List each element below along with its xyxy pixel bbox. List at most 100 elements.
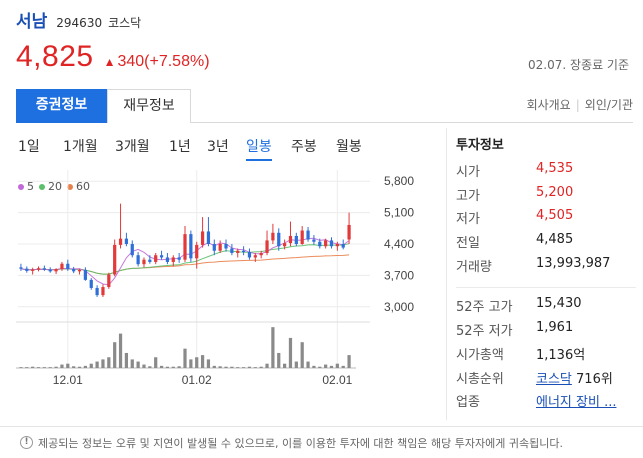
info-separator [456,287,636,289]
x-tick-label: 12.01 [53,373,83,387]
legend-ma5: 5 [18,180,34,193]
candle-body [253,255,257,258]
volume-bar [224,366,228,368]
info-label: 전일 [456,236,480,252]
rank-value: 716위 [576,371,613,387]
candle-body [19,267,23,269]
volume-bar [312,365,316,368]
legend-ma5-label: 5 [27,180,34,193]
volume-bar [271,327,275,368]
candle-body [335,244,339,247]
period-monthly[interactable]: 월봉 [336,139,362,155]
candle-body [165,257,170,262]
candle-body [277,232,281,247]
volume-bar [89,363,93,368]
volume-bar [324,364,328,368]
volume-bar [148,366,152,368]
volume-bar [329,365,334,368]
legend-ma20: 20 [39,180,62,193]
info-row-low: 저가 4,505 [456,208,636,232]
info-value: 1,136억 [536,347,586,363]
volume-bar [318,366,322,368]
volume-bar [130,359,134,368]
foreign-institution-link[interactable]: 외인/기관 [584,98,633,112]
warning-icon: ! [20,436,33,449]
sector-link[interactable]: 에너지 장비 ... [536,395,617,411]
candle-body [89,279,93,288]
candle-body [48,269,52,272]
volume-bar [42,367,46,368]
volume-bar [36,367,41,368]
info-value: 5,200 [536,184,574,200]
candle-body [36,268,41,270]
info-value: 4,505 [536,208,574,224]
candle-body [177,257,181,260]
candle-body [148,259,152,262]
volume-bar [218,366,222,368]
candle-body [136,255,140,265]
period-3m[interactable]: 3개월 [115,139,150,155]
volume-bar [306,361,310,368]
investment-info-panel: 투자정보 시가 4,535 고가 5,200 저가 4,505 전일 4,485… [456,134,636,415]
volume-bar [236,367,240,368]
tab-financial-info[interactable]: 재무정보 [107,89,191,123]
candle-body [230,248,234,253]
volume-bar [72,366,76,368]
period-weekly[interactable]: 주봉 [291,139,317,155]
period-daily[interactable]: 일봉 [246,136,272,161]
y-tick-label: 3,000 [384,300,414,314]
candle-body [77,270,82,272]
info-label: 52주 고가 [456,300,513,316]
volume-bar [247,366,252,368]
volume-bar [265,363,269,368]
candle-body [300,230,304,244]
rank-market-link[interactable]: 코스닥 [536,371,572,387]
volume-bar [136,361,140,368]
stock-market: 코스닥 [108,16,142,30]
tab-securities-info[interactable]: 증권정보 [16,89,107,123]
volume-bar [48,367,52,368]
tab-bar: 증권정보 재무정보 회사개요 | 외인/기관 [16,89,633,123]
period-3y[interactable]: 3년 [207,139,229,155]
volume-bar [294,361,298,368]
volume-bar [31,366,35,368]
company-overview-link[interactable]: 회사개요 [526,98,571,112]
link-separator: | [575,98,580,112]
current-price: 4,825 [16,40,94,73]
legend-ma60-label: 60 [76,180,90,193]
y-tick-label: 3,700 [384,268,414,282]
candlestick-chart[interactable]: 5,800 5,100 4,400 3,700 3,000 12.01 01.02 02.01 [0,170,446,392]
candle-body [341,244,345,248]
volume-bar [77,366,82,368]
stock-name[interactable]: 서남 [16,12,48,32]
volume-bar [230,366,234,368]
candle-body [324,240,328,247]
stock-code: 294630 [56,16,103,30]
up-arrow-icon: ▲ [103,55,116,69]
candle-body [154,255,158,262]
candle-body [283,243,287,247]
volume-bar [241,367,246,368]
period-1d[interactable]: 1일 [18,139,40,155]
legend-dot-icon [39,183,45,190]
info-row-sector: 업종 에너지 장비 ... [456,391,636,415]
candle-body [124,238,129,244]
x-tick-label: 02.01 [322,373,352,387]
period-1m[interactable]: 1개월 [63,139,98,155]
info-value: 4,535 [536,161,574,176]
period-1y[interactable]: 1년 [169,139,191,155]
info-value: 1,961 [536,320,574,336]
candle-body [236,250,240,253]
info-row-rank: 시총순위 코스닥 716위 [456,368,636,392]
volume-bar [277,352,281,368]
volume-bar [206,359,211,368]
volume-bar [347,355,351,368]
candle-body [294,235,298,244]
candle-body [101,287,105,296]
candle-body [142,259,146,265]
info-row-52w-high: 52주 고가 15,430 [456,296,636,320]
info-row-52w-low: 52주 저가 1,961 [456,320,636,344]
info-value: 4,485 [536,232,574,248]
candle-body [329,240,334,247]
legend-ma60: 60 [67,180,90,193]
